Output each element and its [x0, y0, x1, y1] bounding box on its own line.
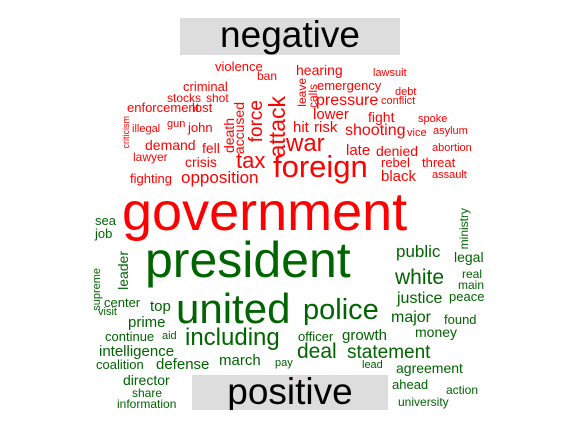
word-negative-illegal: illegal: [132, 123, 161, 135]
word-positive-university: university: [398, 395, 449, 409]
word-negative-foreign: foreign: [273, 149, 368, 184]
word-positive-march: march: [219, 352, 261, 369]
word-negative-black: black: [381, 168, 417, 185]
word-positive-intelligence: intelligence: [99, 343, 175, 360]
word-negative-opposition: opposition: [181, 168, 259, 187]
word-negative-fight: fight: [368, 109, 395, 125]
word-positive-action: action: [446, 383, 479, 397]
word-negative-gun: gun: [167, 118, 186, 130]
word-negative-criminal: criminal: [183, 79, 228, 94]
word-negative-risk: risk: [314, 119, 338, 136]
word-positive-share: share: [132, 386, 163, 400]
word-positive-sea: sea: [95, 213, 116, 228]
word-negative-force: force: [246, 100, 267, 143]
word-positive-lead: lead: [362, 359, 383, 371]
word-positive-aid: aid: [162, 330, 177, 342]
word-negative-asylum: asylum: [433, 125, 468, 137]
word-negative-ban: ban: [257, 69, 278, 83]
word-negative-abortion: abortion: [432, 142, 472, 154]
word-negative-vice: vice: [407, 127, 427, 139]
word-positive-agreement: agreement: [396, 360, 463, 376]
word-negative-calls: calls: [306, 84, 320, 109]
word-negative-rebel: rebel: [381, 155, 410, 170]
word-negative-fell: fell: [202, 140, 220, 156]
group-label-positive: positive: [192, 375, 388, 410]
word-negative-crisis: crisis: [185, 154, 217, 170]
word-positive-visit: visit: [98, 306, 117, 318]
word-positive-top: top: [150, 298, 171, 315]
word-positive-director: director: [123, 372, 170, 388]
word-negative-criticism: criticism: [121, 116, 131, 149]
word-negative-fighting: fighting: [130, 171, 172, 186]
word-negative-pressure: pressure: [316, 92, 379, 109]
word-positive-coalition: coalition: [96, 357, 144, 372]
word-negative-late: late: [346, 142, 371, 159]
word-positive-supreme: supreme: [91, 268, 103, 311]
word-positive-peace: peace: [449, 289, 485, 304]
word-positive-growth: growth: [342, 327, 388, 344]
word-negative-enforcement: enforcement: [127, 100, 200, 115]
word-negative-tax: tax: [236, 148, 266, 173]
word-negative-conflict: conflict: [381, 95, 416, 107]
word-negative-john: john: [188, 120, 213, 135]
word-positive-continue: continue: [105, 329, 155, 344]
word-negative-spoke: spoke: [418, 113, 448, 125]
word-positive-center: center: [104, 295, 141, 310]
word-positive-money: money: [415, 324, 458, 340]
word-positive-president: president: [145, 232, 351, 288]
word-positive-main: main: [458, 278, 485, 292]
word-negative-shot: shot: [206, 91, 229, 105]
word-negative-lawsuit: lawsuit: [373, 67, 407, 79]
word-negative-hit: hit: [293, 119, 309, 136]
word-negative-shooting: shooting: [345, 122, 406, 139]
word-negative-lower: lower: [313, 106, 349, 123]
word-negative-emergency: emergency: [317, 78, 382, 93]
word-negative-demand: demand: [145, 137, 196, 153]
word-positive-white: white: [395, 266, 445, 289]
word-positive-information: information: [117, 397, 177, 411]
word-positive-justice: justice: [397, 290, 443, 307]
word-positive-public: public: [396, 242, 441, 261]
word-negative-government: government: [122, 182, 408, 242]
word-positive-prime: prime: [128, 314, 166, 331]
word-negative-stocks: stocks: [167, 91, 202, 105]
word-positive-ministry: ministry: [457, 208, 471, 250]
word-positive-legal: legal: [454, 249, 484, 265]
word-positive-ahead: ahead: [392, 377, 429, 392]
word-negative-war: war: [286, 130, 325, 157]
word-positive-police: police: [303, 294, 379, 326]
group-label-negative: negative: [180, 18, 400, 55]
word-negative-death: death: [221, 118, 237, 154]
word-positive-including: including: [185, 324, 280, 351]
word-positive-found: found: [444, 312, 477, 327]
word-positive-real: real: [462, 267, 483, 281]
word-positive-pay: pay: [275, 357, 293, 369]
word-negative-lost: lost: [192, 100, 213, 115]
word-negative-assault: assault: [432, 169, 467, 181]
word-negative-denied: denied: [376, 143, 419, 159]
word-negative-lawyer: lawyer: [133, 150, 168, 164]
word-negative-threat: threat: [422, 155, 456, 170]
word-negative-hearing: hearing: [296, 62, 343, 78]
word-positive-job: job: [95, 226, 113, 241]
word-positive-major: major: [391, 309, 432, 326]
word-positive-officer: officer: [298, 329, 334, 344]
word-positive-statement: statement: [347, 342, 431, 363]
word-positive-leader: leader: [115, 251, 131, 290]
word-positive-united: united: [176, 285, 291, 332]
word-positive-defense: defense: [156, 356, 210, 373]
word-negative-violence: violence: [215, 59, 263, 74]
word-negative-attack: attack: [264, 96, 290, 158]
word-positive-deal: deal: [297, 340, 337, 363]
word-negative-debt: debt: [395, 86, 417, 98]
